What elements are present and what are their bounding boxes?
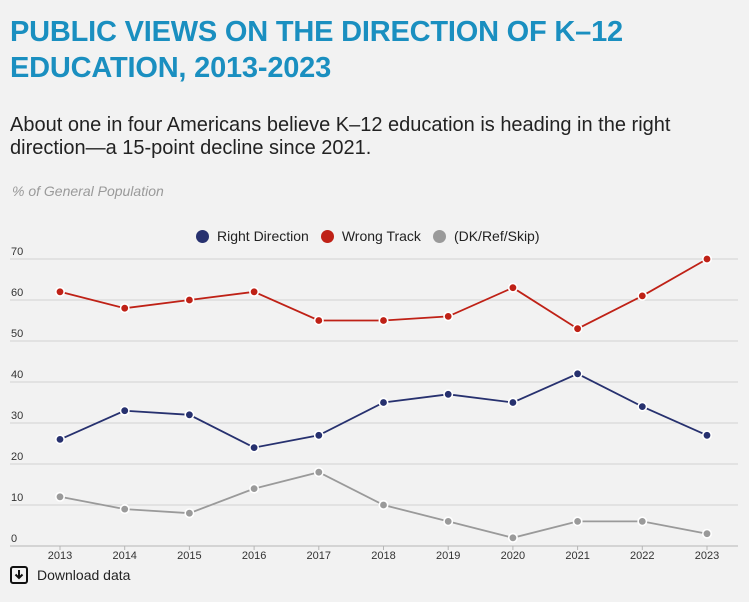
data-point-wrong-track (572, 323, 583, 334)
x-tick-label: 2023 (695, 550, 719, 560)
x-tick-label: 2013 (48, 550, 72, 560)
legend-swatch-right-direction (196, 229, 209, 243)
data-point-right-direction (119, 405, 130, 416)
data-point-dk-ref-skip (443, 516, 454, 527)
data-point-dk-ref-skip (378, 499, 389, 510)
legend-item-right-direction[interactable]: Right Direction (196, 228, 309, 244)
data-point-dk-ref-skip (249, 483, 260, 494)
legend-item-wrong-track[interactable]: Wrong Track (320, 228, 421, 244)
data-point-wrong-track (119, 303, 130, 314)
x-tick-label: 2020 (501, 550, 525, 560)
data-point-wrong-track (54, 286, 65, 297)
chart-subtitle: About one in four Americans believe K–12… (10, 114, 671, 159)
data-point-wrong-track (443, 311, 454, 322)
data-point-wrong-track (378, 315, 389, 326)
data-point-right-direction (443, 389, 454, 400)
data-point-dk-ref-skip (507, 532, 518, 543)
data-point-dk-ref-skip (184, 508, 195, 519)
x-tick-label: 2016 (242, 550, 266, 560)
x-tick-label: 2021 (565, 550, 589, 560)
data-point-wrong-track (184, 294, 195, 305)
chart-title: PUBLIC VIEWS ON THE DIRECTION OF K–12 ED… (10, 16, 623, 84)
y-tick-label: 10 (11, 492, 23, 504)
y-axis-unit-label: % of General Population (12, 183, 164, 199)
x-tick-label: 2018 (371, 550, 395, 560)
y-tick-label: 40 (11, 369, 23, 381)
legend-item-dk-ref-skip[interactable]: (DK/Ref/Skip) (432, 228, 540, 244)
data-point-dk-ref-skip (54, 491, 65, 502)
data-point-dk-ref-skip (119, 504, 130, 515)
data-point-right-direction (572, 368, 583, 379)
data-point-dk-ref-skip (572, 516, 583, 527)
data-point-wrong-track (249, 286, 260, 297)
legend-label-dk-ref-skip: (DK/Ref/Skip) (453, 228, 540, 244)
x-tick-label: 2017 (307, 550, 331, 560)
x-tick-label: 2022 (630, 550, 654, 560)
y-tick-label: 60 (11, 287, 23, 299)
legend-swatch-wrong-track (320, 229, 334, 243)
legend: Right Direction Wrong Track (DK/Ref/Skip… (196, 228, 552, 244)
download-data-label: Download data (37, 567, 131, 583)
y-tick-label: 20 (11, 451, 23, 463)
data-point-wrong-track (701, 254, 712, 265)
data-point-right-direction (637, 401, 648, 412)
y-tick-label: 70 (11, 246, 23, 258)
data-point-right-direction (54, 434, 65, 445)
x-tick-label: 2014 (112, 550, 136, 560)
data-point-right-direction (378, 397, 389, 408)
data-point-right-direction (507, 397, 518, 408)
x-tick-label: 2019 (436, 550, 460, 560)
legend-swatch-dk-ref-skip (432, 229, 446, 243)
data-point-dk-ref-skip (701, 528, 712, 539)
download-icon (10, 566, 28, 584)
legend-label-wrong-track: Wrong Track (341, 228, 421, 244)
y-tick-label: 50 (11, 328, 23, 340)
data-point-wrong-track (507, 282, 518, 293)
legend-label-right-direction: Right Direction (217, 228, 309, 244)
data-point-wrong-track (637, 290, 648, 301)
data-point-dk-ref-skip (637, 516, 648, 527)
data-point-wrong-track (313, 315, 324, 326)
data-point-right-direction (249, 442, 260, 453)
data-point-right-direction (313, 430, 324, 441)
y-tick-label: 0 (11, 533, 17, 545)
data-point-right-direction (184, 409, 195, 420)
series-line-right-direction (59, 372, 708, 449)
download-data-button[interactable]: Download data (10, 566, 130, 584)
x-tick-label: 2015 (177, 550, 201, 560)
data-point-dk-ref-skip (313, 467, 324, 478)
data-point-right-direction (701, 430, 712, 441)
y-tick-label: 30 (11, 410, 23, 422)
line-chart: 0 10 20 30 40 50 60 70 2013 2014 2015 2016 2017 2018 2… (10, 246, 738, 560)
